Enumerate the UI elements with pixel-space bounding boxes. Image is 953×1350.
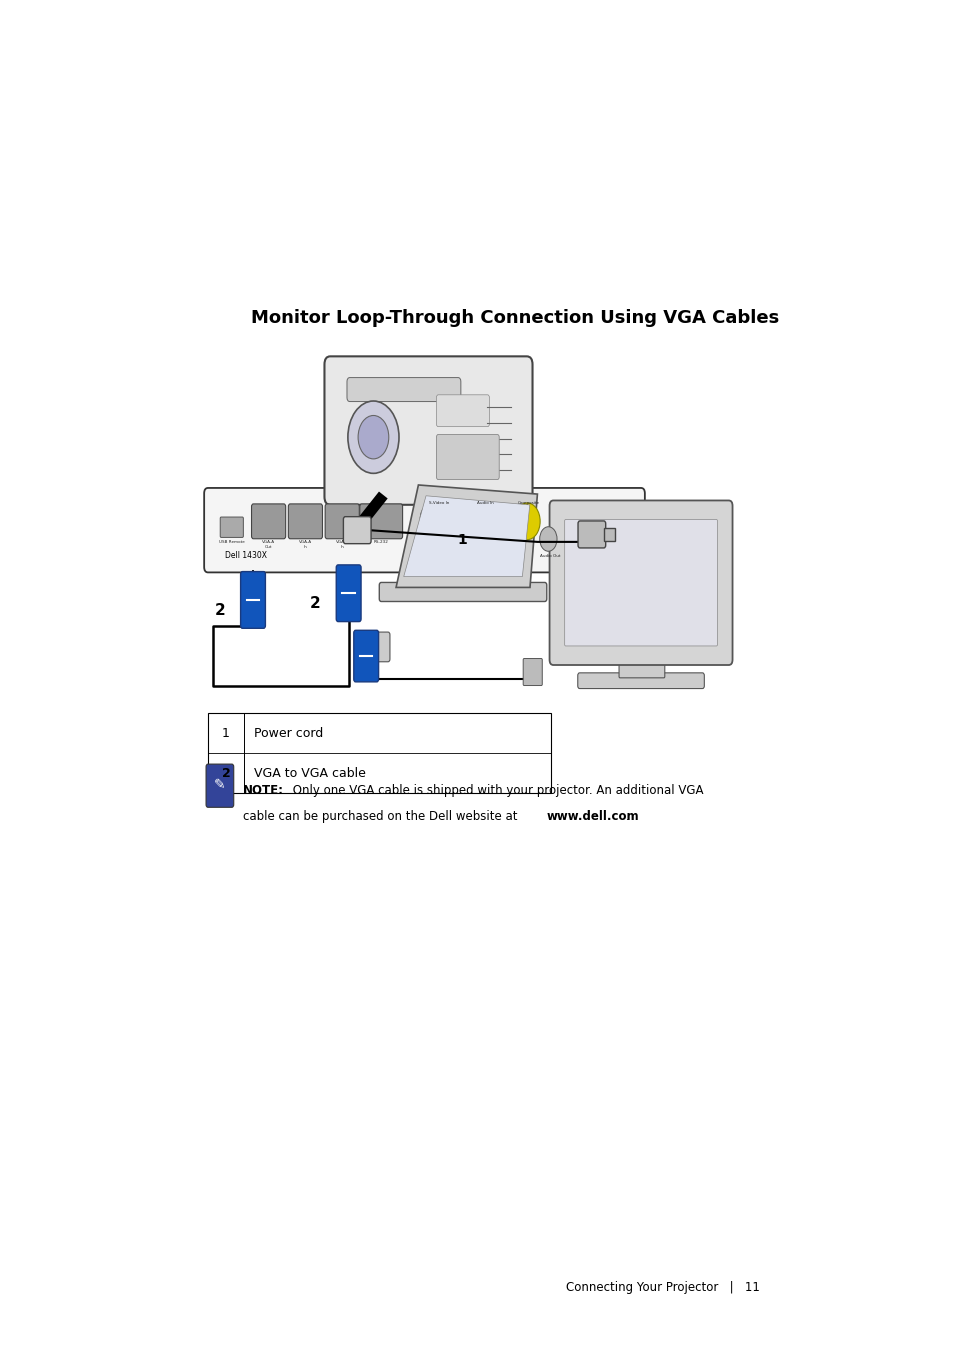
Text: 1: 1 [457, 533, 467, 547]
FancyBboxPatch shape [549, 501, 732, 666]
Text: Dell 1430X: Dell 1430X [225, 551, 267, 560]
Text: Monitor Loop-Through Connection Using VGA Cables: Monitor Loop-Through Connection Using VG… [251, 309, 779, 327]
Text: Audio Out: Audio Out [539, 554, 559, 558]
Text: S-Video In: S-Video In [429, 501, 450, 505]
FancyBboxPatch shape [354, 630, 378, 682]
FancyBboxPatch shape [347, 378, 460, 401]
FancyBboxPatch shape [357, 632, 390, 662]
Text: VGA-A
In: VGA-A In [298, 540, 312, 548]
Text: 1: 1 [222, 726, 230, 740]
Circle shape [348, 401, 398, 474]
Circle shape [539, 526, 557, 551]
Polygon shape [395, 485, 537, 587]
FancyBboxPatch shape [343, 517, 371, 544]
FancyBboxPatch shape [288, 504, 322, 539]
Text: 2: 2 [214, 602, 225, 618]
Text: VGA-B
In: VGA-B In [335, 540, 349, 548]
FancyBboxPatch shape [603, 528, 615, 541]
Text: Connecting Your Projector   |   11: Connecting Your Projector | 11 [565, 1281, 760, 1295]
Text: 2: 2 [221, 767, 230, 780]
FancyBboxPatch shape [379, 582, 546, 602]
FancyBboxPatch shape [208, 713, 551, 794]
Text: cable can be purchased on the Dell website at: cable can be purchased on the Dell websi… [243, 810, 521, 824]
FancyBboxPatch shape [578, 672, 703, 688]
FancyBboxPatch shape [359, 504, 402, 539]
Text: ✎: ✎ [213, 779, 226, 792]
FancyBboxPatch shape [252, 504, 285, 539]
Text: 2: 2 [310, 595, 320, 612]
FancyBboxPatch shape [564, 520, 717, 645]
Text: .: . [625, 810, 629, 824]
Circle shape [485, 504, 506, 535]
Circle shape [419, 504, 441, 535]
Circle shape [514, 504, 539, 540]
Text: RS-232: RS-232 [374, 540, 388, 544]
Text: NOTE:: NOTE: [243, 784, 284, 798]
Text: VGA to VGA cable: VGA to VGA cable [253, 767, 365, 780]
Text: Only one VGA cable is shipped with your projector. An additional VGA: Only one VGA cable is shipped with your … [289, 784, 702, 798]
FancyBboxPatch shape [240, 571, 265, 628]
FancyBboxPatch shape [325, 504, 359, 539]
FancyBboxPatch shape [206, 764, 233, 807]
Polygon shape [403, 495, 529, 576]
FancyBboxPatch shape [436, 435, 498, 479]
Text: Audio In: Audio In [476, 501, 493, 505]
FancyBboxPatch shape [618, 656, 664, 678]
Text: www.dell.com: www.dell.com [546, 810, 639, 824]
FancyBboxPatch shape [220, 517, 243, 537]
FancyBboxPatch shape [522, 659, 541, 686]
FancyBboxPatch shape [578, 521, 605, 548]
FancyBboxPatch shape [335, 564, 360, 621]
FancyBboxPatch shape [436, 394, 489, 427]
Text: Composite: Composite [517, 501, 538, 505]
Circle shape [437, 504, 458, 535]
FancyBboxPatch shape [324, 356, 532, 505]
FancyBboxPatch shape [204, 487, 644, 572]
Text: USB Remote: USB Remote [218, 540, 244, 544]
Circle shape [467, 504, 489, 535]
Text: Power cord: Power cord [253, 726, 322, 740]
Circle shape [357, 416, 389, 459]
Text: VGA-A
Out: VGA-A Out [262, 540, 274, 548]
